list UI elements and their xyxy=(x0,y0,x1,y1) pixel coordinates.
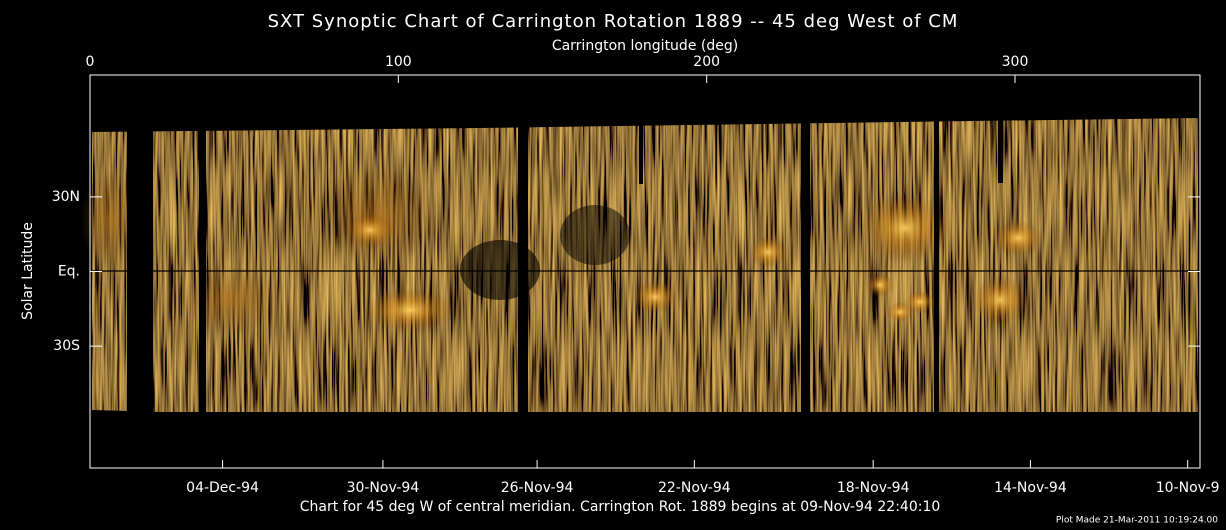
y-tick-label: 30S xyxy=(53,338,80,354)
x2-tick-label: 30-Nov-94 xyxy=(347,480,420,496)
x-tick-label: 300 xyxy=(1002,54,1029,70)
note: Plot Made 21-Mar-2011 10:19:24.00 xyxy=(1056,516,1218,526)
x-tick-label: 200 xyxy=(693,54,720,70)
x-axis-title: Carrington longitude (deg) xyxy=(552,38,738,54)
x2-tick-label: 14-Nov-94 xyxy=(994,480,1067,496)
caption: Chart for 45 deg W of central meridian. … xyxy=(300,499,941,515)
x2-tick-label: 10-Nov-9 xyxy=(1156,480,1220,496)
x2-tick-label: 22-Nov-94 xyxy=(658,480,731,496)
synoptic-image xyxy=(80,118,1200,468)
x2-tick-label: 18-Nov-94 xyxy=(837,480,910,496)
x2-tick-label: 26-Nov-94 xyxy=(501,480,574,496)
y-tick-label: Eq. xyxy=(58,264,80,280)
y-tick-label: 30N xyxy=(52,189,80,205)
x-tick-label: 100 xyxy=(385,54,412,70)
y-axis-title: Solar Latitude xyxy=(20,222,36,320)
x2-tick-label: 04-Dec-94 xyxy=(186,480,259,496)
chart-title: SXT Synoptic Chart of Carrington Rotatio… xyxy=(268,11,959,32)
x-tick-label: 0 xyxy=(86,54,95,70)
